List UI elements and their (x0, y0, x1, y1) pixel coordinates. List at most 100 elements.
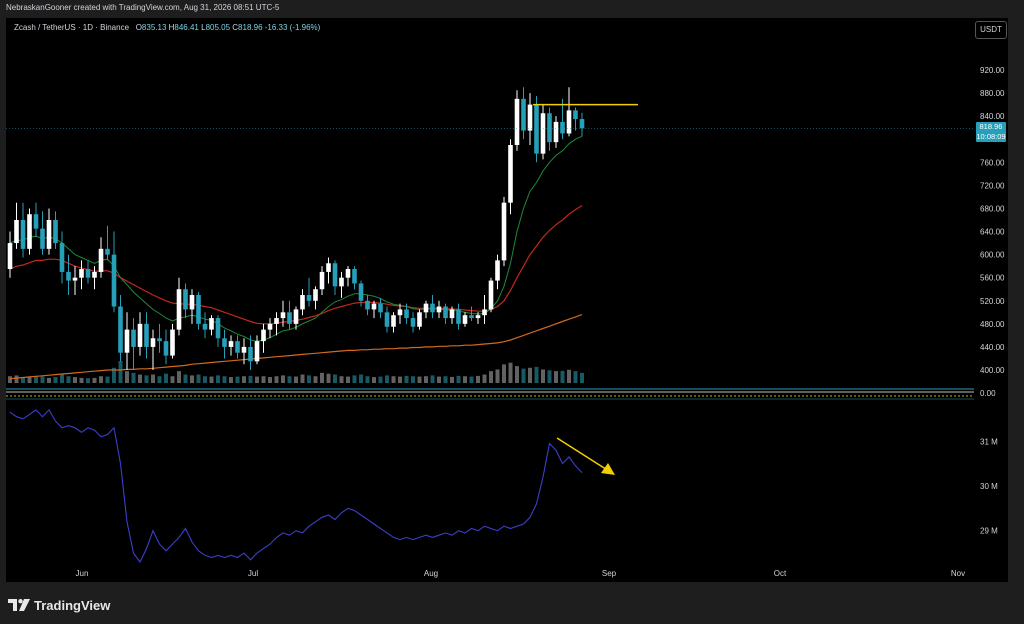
volume-bar (79, 377, 84, 383)
candle-body (332, 263, 338, 287)
candle-body (488, 280, 494, 310)
volume-bar (502, 364, 506, 383)
volume-bar (495, 369, 500, 383)
candle-body (365, 300, 370, 310)
candle-body (137, 323, 143, 347)
volume-bar (404, 375, 409, 383)
volume-bar (281, 375, 285, 383)
candle-body (501, 202, 507, 261)
volume-bar (313, 376, 318, 383)
volume-bar (372, 377, 376, 383)
candle-body (345, 269, 351, 278)
candle-body (189, 295, 195, 310)
change-value: -16.33 (-1.96%) (264, 23, 321, 32)
volume-bar (378, 376, 383, 383)
volume-bar (242, 376, 246, 383)
candle-body (560, 121, 565, 134)
volume-bar (482, 374, 487, 383)
ema-slow-series (9, 314, 583, 380)
volume-bar (508, 362, 513, 383)
volume-bar (73, 377, 77, 383)
volume-bar (437, 376, 441, 383)
candle-body (124, 329, 130, 353)
candle-body (397, 309, 403, 316)
time-tick-label: Aug (424, 569, 438, 578)
candle-body (209, 318, 214, 330)
volume-bar (190, 375, 194, 383)
volume-bar (294, 376, 298, 383)
volume-bar (515, 366, 519, 383)
price-tick-label: 520.00 (980, 297, 1005, 306)
volume-bar (203, 376, 207, 383)
candle-body (53, 220, 58, 244)
candle-body (118, 306, 123, 353)
candle-body (40, 228, 45, 249)
volume-bar (255, 376, 259, 383)
pane-separator (6, 388, 974, 400)
candle-body (196, 295, 201, 324)
volume-bar (300, 374, 305, 383)
candle-body (430, 303, 435, 313)
volume-bar (443, 376, 448, 383)
obv-tick-label: 30 M (980, 482, 998, 491)
volume-bar (567, 369, 571, 383)
candle-body (566, 110, 572, 134)
volume-bar (547, 370, 552, 383)
open-label: O (135, 23, 142, 32)
volume-bar (222, 376, 227, 383)
trend-arrow-head (601, 463, 615, 475)
volume-bar (157, 376, 162, 383)
low-label: L (201, 23, 206, 32)
volume-bar (216, 375, 220, 383)
price-axis[interactable]: 920.00880.00840.00800.00760.00720.00680.… (980, 66, 1005, 375)
candle-body (508, 145, 513, 203)
price-tick-label: 840.00 (980, 112, 1005, 121)
trend-arrow-group (556, 437, 615, 475)
candle-body (300, 295, 305, 310)
volume-bar (21, 377, 25, 383)
volume-bar (528, 367, 532, 383)
volume-bar (235, 376, 240, 383)
obv-series (9, 408, 583, 564)
volume-bar (268, 377, 272, 383)
volume-bar (118, 361, 123, 383)
tradingview-brand[interactable]: TradingView (8, 596, 110, 614)
volume-bar (47, 377, 51, 383)
candle-body (391, 315, 396, 327)
high-value: 846.41 (174, 23, 199, 32)
volume-bar (359, 374, 363, 383)
price-tick-label: 600.00 (980, 251, 1005, 260)
volume-bar (346, 376, 350, 383)
time-axis[interactable]: Jun Jul Aug Sep Oct Nov (76, 569, 966, 578)
volume-bar (53, 377, 58, 383)
volume-bar (489, 371, 493, 383)
close-label: C (232, 23, 239, 32)
volume-bar (86, 378, 90, 383)
volume-bar (307, 375, 311, 383)
candle-body (417, 312, 422, 327)
currency-button[interactable]: USDT (975, 21, 1007, 39)
candle-body (85, 269, 91, 278)
volume-bar (391, 376, 396, 383)
volume-bar (92, 377, 97, 383)
volume-bar (8, 376, 12, 383)
obv-tick-label: 29 M (980, 527, 998, 536)
obv-axis[interactable]: 0.00 31 M 30 M 29 M (980, 389, 998, 536)
candle-body (131, 329, 136, 347)
volume-bar (333, 374, 337, 383)
open-value: 835.13 (141, 23, 167, 32)
symbol-title: Zcash / TetherUS · 1D · Binance (14, 23, 130, 32)
volume-bar (105, 376, 110, 383)
volume-bar (352, 375, 357, 383)
chart-area[interactable] (6, 18, 1008, 582)
volume-bar (339, 376, 344, 383)
price-tick-label: 480.00 (980, 320, 1005, 329)
volume-bar (151, 374, 155, 383)
volume-bar (40, 376, 45, 383)
candle-body (514, 98, 520, 145)
brand-name: TradingView (34, 597, 111, 613)
candle-body (352, 269, 357, 284)
candle-body (404, 309, 409, 319)
price-tick-label: 440.00 (980, 343, 1005, 352)
